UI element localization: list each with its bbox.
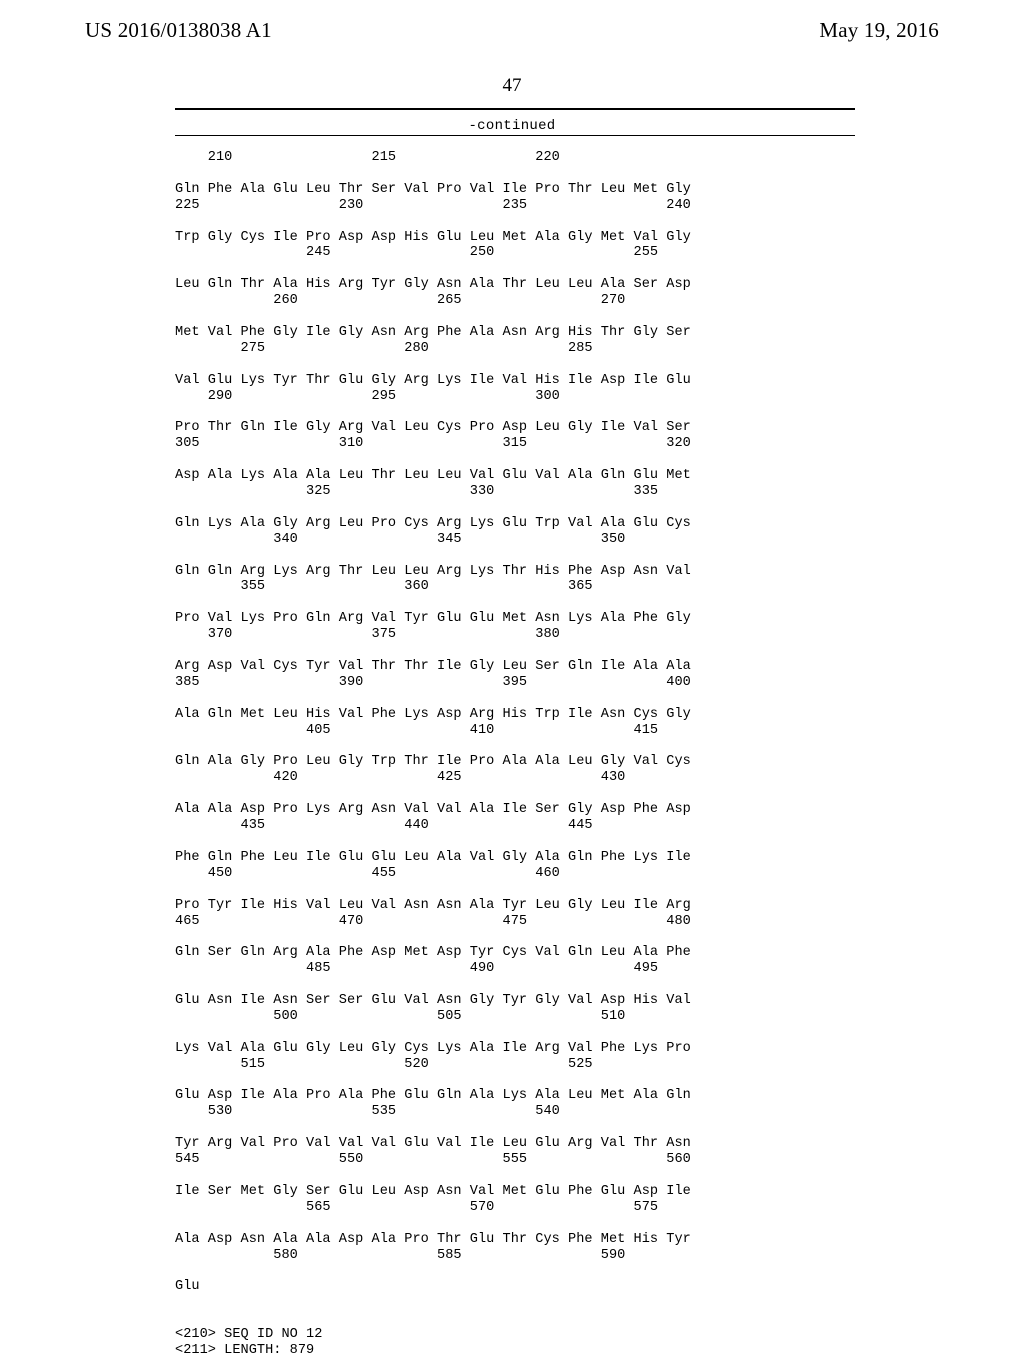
publication-number: US 2016/0138038 A1 — [85, 18, 272, 43]
page-number: 47 — [0, 75, 1024, 97]
sequence-listing: 210 215 220 Gln Phe Ala Glu Leu Thr Ser … — [175, 150, 855, 1359]
continued-label: -continued — [0, 118, 1024, 134]
divider-top — [175, 108, 855, 110]
publication-date: May 19, 2016 — [819, 18, 939, 43]
page: US 2016/0138038 A1 May 19, 2016 47 -cont… — [0, 0, 1024, 1320]
divider-bottom — [175, 135, 855, 136]
